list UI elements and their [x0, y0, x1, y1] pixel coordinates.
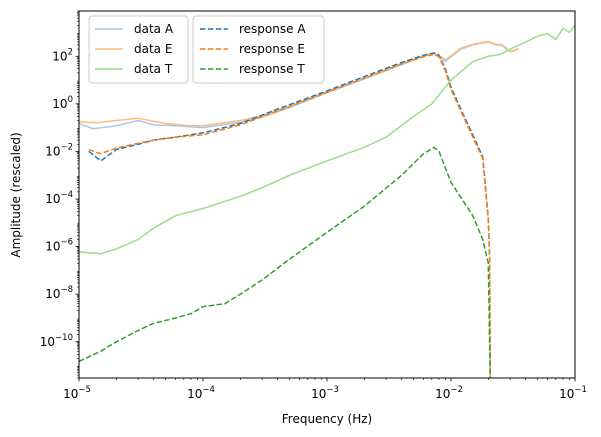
x-tick-exponent: −4: [202, 385, 215, 395]
y-tick-base: 10: [52, 49, 67, 63]
series-data-t-line: [79, 24, 575, 255]
y-tick-exponent: −10: [55, 333, 73, 343]
legend-label: data T: [134, 62, 173, 76]
x-tick-exponent: −3: [326, 385, 339, 395]
legend-label: response E: [239, 42, 305, 56]
y-tick-base: 10: [45, 192, 60, 206]
y-tick-base: 10: [45, 144, 60, 158]
x-tick-exponent: −2: [450, 385, 463, 395]
legend-box-left: [88, 15, 189, 84]
y-tick-label: 100: [52, 95, 73, 111]
series-response-a-line: [88, 52, 491, 378]
legend: data A data E data T response A response E re…: [88, 15, 325, 84]
series-response-e-line: [88, 53, 491, 378]
legend-label: data E: [134, 42, 172, 56]
y-tick-exponent: −4: [60, 190, 73, 200]
x-tick-exponent: −1: [574, 385, 587, 395]
y-tick-label: 10−2: [45, 142, 73, 158]
y-tick-exponent: −8: [60, 285, 73, 295]
y-tick-base: 10: [45, 287, 60, 301]
y-tick-base: 10: [45, 240, 60, 254]
y-tick-exponent: 2: [68, 47, 73, 57]
y-tick-label: 10−8: [45, 285, 73, 301]
legend-label: data A: [134, 22, 174, 36]
y-axis-label: Amplitude (rescaled): [9, 132, 23, 257]
legend-label: response A: [239, 22, 306, 36]
legend-box-right: [192, 15, 325, 84]
x-axis-label: Frequency (Hz): [282, 412, 373, 426]
series-response-t-line: [79, 146, 491, 378]
y-tick-base: 10: [52, 97, 67, 111]
y-tick-exponent: −2: [60, 142, 73, 152]
y-tick-label: 102: [52, 47, 73, 63]
y-tick-label: 10−6: [45, 238, 73, 254]
y-tick-label: 10−10: [40, 333, 73, 349]
y-tick-exponent: −6: [60, 238, 73, 248]
y-tick-exponent: 0: [68, 95, 73, 105]
y-tick-base: 10: [40, 335, 55, 349]
legend-label: response T: [239, 62, 305, 76]
series-layer: [79, 24, 575, 378]
y-tick-label: 10−4: [45, 190, 73, 206]
x-tick-exponent: −5: [78, 385, 91, 395]
